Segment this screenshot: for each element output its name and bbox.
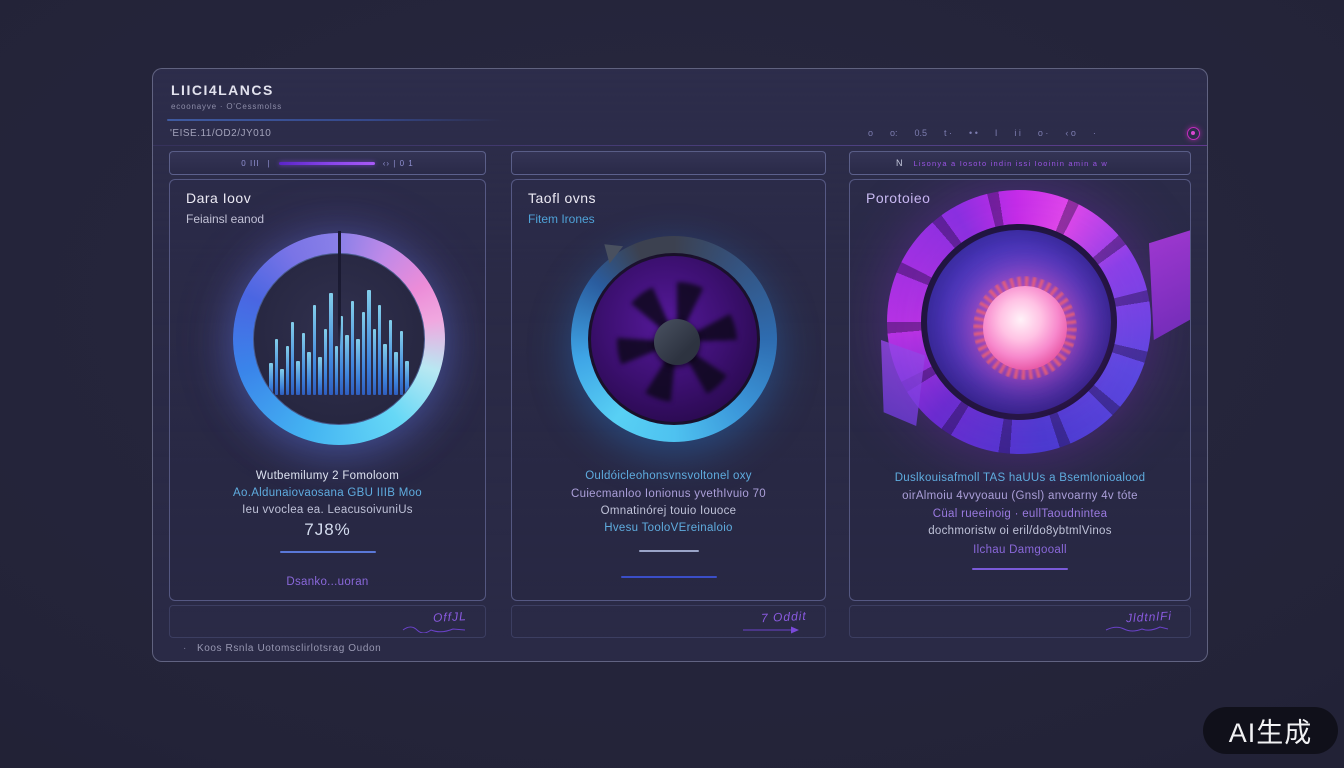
card3-topbar-text: Lisonya a Iosoto indin issi Iooinin amin… [913,158,1109,168]
card3-topbar-n: N [896,158,904,168]
slider-tick: | [267,158,271,168]
slider-right-label: ‹› | 0 1 [382,158,414,168]
signature-flourish-icon [1105,626,1169,632]
waveform-bars [269,288,409,396]
toolbar-glyph[interactable]: 0.5 [914,128,928,138]
card1-footer: OffJL [169,605,486,638]
card1-line: Wutbemilumy 2 Fomoloom [255,470,400,482]
card3-line: dochmoristw oi eril/do8ybtmlVinos [928,525,1112,537]
card1-body: Dara Ioov Feiainsl eanod Wutbemilumy 2 F… [169,179,486,601]
card2-footer: 7 Oddit [511,605,826,638]
plasma-core [983,286,1067,370]
card1-title: Dara Ioov [186,190,252,206]
turbine-ring-chart [571,236,777,442]
ring-arrowhead-icon [596,236,624,264]
card2-line: Hvesu TooloVEreinaloio [604,522,733,534]
toolbar-glyph[interactable]: t · [944,128,953,138]
card-data-loov: 0 III | ‹› | 0 1 Dara Ioov Feiainsl eano… [169,151,486,638]
app-subtitle: ecoonayve · O'Cessmolss [171,102,283,111]
slider-track[interactable] [278,161,375,165]
card2-body: Taofl ovns Fitem Irones Ouldóicleohonsvn… [511,179,826,601]
card1-value: 7J8% [304,520,351,539]
card2-subtitle: Fitem Irones [528,212,595,226]
toolbar-glyph[interactable]: · [1092,128,1096,138]
card3-topbar[interactable]: N Lisonya a Iosoto indin issi Iooinin am… [849,151,1191,175]
card2-link[interactable]: 7 Oddit [760,608,808,625]
ring-shard [1149,230,1190,340]
card3-divider [972,568,1068,570]
waveform-ring-chart [233,231,445,445]
card1-line: Ao.Aldunaiovaosana GBU IIIB Moo [233,487,422,499]
breadcrumb: 'EISE.11/OD2/JY010 [170,128,272,139]
card3-signature[interactable]: JldtnlFi [1125,608,1173,626]
card3-body: Porotoieo Duslkouisafmoll TAS haUUs a Bs… [849,179,1191,601]
plasma-core-chart [881,190,1190,454]
turbine-hub [654,319,700,365]
card2-line: Cuiecmanloo Ionionus yvethIvuio 70 [571,488,766,500]
toolbar-glyph[interactable]: i i [1014,128,1021,138]
dashboard-panel: LIICI4LANCS ecoonayve · O'Cessmolss 'EIS… [152,68,1208,662]
card2-line: Ouldóicleohonsvnsvoltonel oxy [585,470,752,482]
card3-title: Porotoieo [866,190,931,206]
card2-divider-blue [620,576,717,578]
card3-line: Cüal rueeinoig · eullTaoudnintea [932,508,1108,520]
ring-shard [881,340,925,426]
footnote-bullet-icon: · [183,643,187,654]
toolbar-glyph-row: o o: 0.5 t · • • I i i o · ‹ o · [868,128,1168,138]
gauge-needle [338,231,341,347]
card1-link[interactable]: Dsanko...uoran [286,576,369,588]
card3-line: Duslkouisafmoll TAS haUUs a Bsemlonioalo… [894,472,1146,484]
ai-generated-watermark: AI生成 [1203,707,1338,754]
card2-divider-light [638,550,699,552]
card1-subtitle: Feiainsl eanod [186,212,265,226]
toolbar-divider [153,145,1207,146]
card2-topbar[interactable] [511,151,826,175]
card3-line: Ilchau Damgooall [973,544,1067,556]
toolbar-glyph[interactable]: o · [1037,128,1049,138]
card1-slider-bar[interactable]: 0 III | ‹› | 0 1 [169,151,486,175]
toolbar-glyph[interactable]: • • [969,128,978,138]
watermark-text: AI生成 [1228,718,1313,748]
card-porotoieo: N Lisonya a Iosoto indin issi Iooinin am… [849,151,1191,638]
card3-footer: JldtnlFi [849,605,1191,638]
toolbar-glyph[interactable]: o: [890,128,898,138]
card1-divider [279,551,376,553]
toolbar-glyph[interactable]: I [994,128,998,138]
arrow-flourish-icon [743,626,799,633]
app-title: LIICI4LANCS [171,82,274,98]
footnote-text: Koos Rsnla Uotomsclirlotsrag Oudon [196,643,382,654]
card-taofl-ovns: Taofl ovns Fitem Irones Ouldóicleohonsvn… [511,151,826,638]
card3-line: oirAlmoiu 4vvyoauu (Gnsl) anvoarny 4v tó… [902,490,1138,502]
card1-line: Ieu vvoclea ea. LeacusoivuniUs [242,504,413,516]
card2-title: Taofl ovns [528,190,597,206]
header-divider [167,119,503,121]
toolbar-glyph[interactable]: ‹ o [1065,128,1076,138]
turbine-disc [588,253,760,425]
slider-left-label: 0 III [241,158,260,168]
card2-line: Omnatinórej touio Iouoce [600,505,737,517]
panel-footnote: · Koos Rsnla Uotomsclirlotsrag Oudon [183,643,381,654]
card1-signature[interactable]: OffJL [432,609,468,625]
plasma-mid-disc [921,224,1117,420]
target-icon[interactable] [1187,127,1200,140]
signature-flourish-icon [402,626,466,633]
toolbar-glyph[interactable]: o [868,128,874,138]
